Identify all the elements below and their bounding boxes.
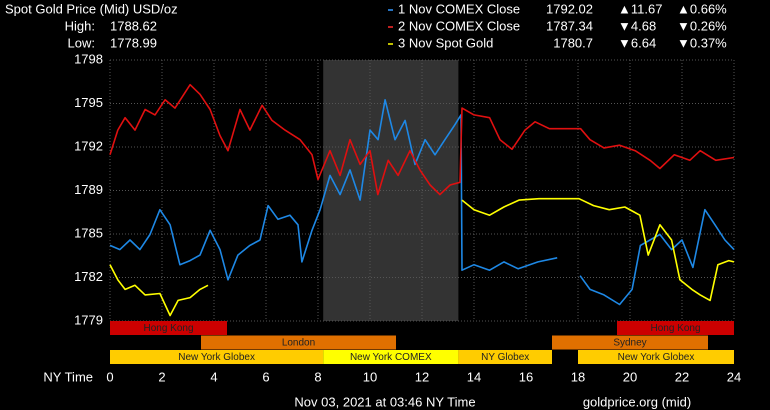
- legend-close: 1787.34: [546, 18, 593, 33]
- session-label: Hong Kong: [650, 323, 700, 334]
- y-tick-label: 1798: [74, 51, 103, 66]
- session-label: Hong Kong: [143, 323, 193, 334]
- y-tick-label: 1792: [74, 138, 103, 153]
- session-bar: [552, 335, 708, 350]
- x-tick-label: 22: [675, 369, 689, 384]
- series-line: [109, 197, 735, 317]
- series-line: [109, 83, 735, 196]
- x-tick-label: 10: [363, 369, 377, 384]
- x-tick-label: 20: [623, 369, 637, 384]
- high-label: High:: [65, 18, 95, 33]
- session-label: New York COMEX: [350, 352, 432, 363]
- source: goldprice.org (mid): [583, 394, 691, 409]
- legend-close: 1792.02: [546, 1, 593, 16]
- legend-change-pct: ▼0.26%: [677, 18, 727, 33]
- legend-change: ▼4.68: [618, 18, 656, 33]
- legend-change-pct: ▲0.66%: [677, 1, 727, 16]
- high-value: 1788.62: [110, 18, 157, 33]
- session-shade: [323, 60, 459, 321]
- chart-title: Spot Gold Price (Mid) USD/oz: [5, 1, 178, 16]
- footer: Nov 03, 2021 at 03:46 NY Time: [294, 394, 475, 409]
- x-tick-label: 24: [727, 369, 741, 384]
- x-tick-label: 14: [467, 369, 481, 384]
- y-tick-label: 1779: [74, 312, 103, 327]
- session-label: New York Globex: [178, 352, 255, 363]
- series-line: [109, 99, 735, 306]
- session-bar: [110, 321, 227, 335]
- session-label: New York Globex: [618, 352, 695, 363]
- legend-close: 1780.7: [553, 35, 593, 50]
- session-bar: [458, 350, 552, 364]
- x-tick-label: 8: [314, 369, 321, 384]
- x-tick-label: 0: [106, 369, 113, 384]
- low-label: Low:: [68, 35, 95, 50]
- legend-name: 2 Nov COMEX Close: [398, 18, 520, 33]
- x-axis-label: NY Time: [43, 369, 93, 384]
- session-bar: [201, 335, 396, 350]
- session-bar: [617, 321, 734, 335]
- legend-change: ▲11.67: [618, 1, 662, 16]
- x-tick-label: 2: [158, 369, 165, 384]
- y-tick-label: 1795: [74, 95, 103, 110]
- legend-name: 3 Nov Spot Gold: [398, 35, 493, 50]
- session-label: Sydney: [613, 338, 646, 349]
- session-bar: [110, 350, 324, 364]
- y-tick-label: 1789: [74, 182, 103, 197]
- session-bar: [323, 350, 459, 364]
- low-value: 1778.99: [110, 35, 157, 50]
- x-tick-label: 6: [262, 369, 269, 384]
- session-label: London: [282, 338, 315, 349]
- legend-name: 1 Nov COMEX Close: [398, 1, 520, 16]
- x-tick-label: 18: [571, 369, 585, 384]
- x-tick-label: 12: [415, 369, 429, 384]
- session-bar: [578, 350, 734, 364]
- y-tick-label: 1782: [74, 269, 103, 284]
- legend-change: ▼6.64: [618, 35, 656, 50]
- session-label: NY Globex: [481, 352, 529, 363]
- x-tick-label: 16: [519, 369, 533, 384]
- y-tick-label: 1785: [74, 225, 103, 240]
- x-tick-label: 4: [210, 369, 217, 384]
- legend-change-pct: ▼0.37%: [677, 35, 727, 50]
